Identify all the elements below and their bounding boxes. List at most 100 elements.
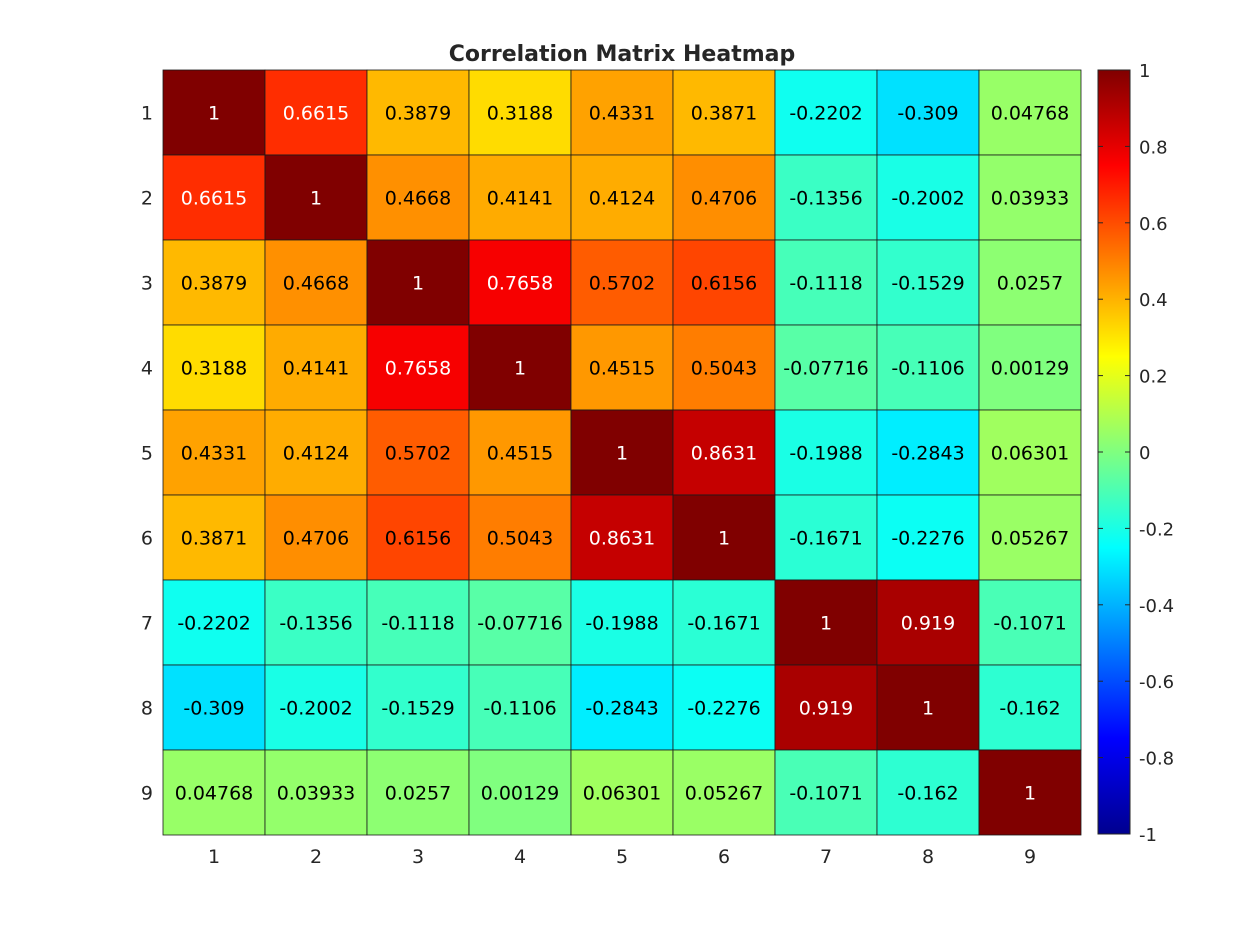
heatmap-cell-label: 0.0257 bbox=[385, 783, 451, 805]
heatmap-cell bbox=[162, 69, 266, 156]
heatmap-cell bbox=[264, 69, 368, 156]
colorbar-tick-label: 1 bbox=[1139, 61, 1150, 82]
heatmap-cell-label: 0.5043 bbox=[487, 528, 553, 550]
heatmap-cell-label: 0.3879 bbox=[181, 273, 247, 295]
x-tick-label: 3 bbox=[412, 846, 424, 868]
heatmap-cell bbox=[162, 579, 266, 666]
heatmap-cell-label: -0.1071 bbox=[789, 783, 862, 805]
heatmap-cell bbox=[366, 239, 470, 326]
heatmap-cell bbox=[978, 409, 1082, 496]
heatmap-cell bbox=[570, 494, 674, 581]
heatmap-cell bbox=[978, 494, 1082, 581]
heatmap-cell-label: 0.05267 bbox=[685, 783, 764, 805]
heatmap-cell bbox=[162, 239, 266, 326]
y-axis-tick-labels: 1 2 3 4 5 6 7 8 9 bbox=[141, 103, 153, 805]
colorbar-tick-label: -1 bbox=[1139, 825, 1157, 846]
colorbar-gradient bbox=[1097, 69, 1131, 835]
heatmap-cell bbox=[162, 409, 266, 496]
x-tick-label: 2 bbox=[310, 846, 322, 868]
heatmap-cell bbox=[570, 239, 674, 326]
x-tick-label: 9 bbox=[1024, 846, 1036, 868]
chart-title: Correlation Matrix Heatmap bbox=[449, 42, 795, 67]
heatmap-cell-label: 0.06301 bbox=[991, 443, 1070, 465]
heatmap-cell bbox=[570, 664, 674, 751]
heatmap-cell bbox=[978, 324, 1082, 411]
colorbar-tick-label: -0.6 bbox=[1139, 672, 1174, 693]
heatmap-cell-label: 0.3188 bbox=[181, 358, 247, 380]
heatmap-cell-label: 0.06301 bbox=[583, 783, 662, 805]
y-tick-label: 5 bbox=[141, 443, 153, 465]
heatmap-cell-label: 0.4124 bbox=[589, 188, 655, 210]
heatmap-cell bbox=[774, 154, 878, 241]
heatmap-cell-label: 1 bbox=[922, 698, 934, 720]
heatmap-cell bbox=[366, 69, 470, 156]
heatmap-cell bbox=[774, 409, 878, 496]
heatmap-cell-label: 0.00129 bbox=[481, 783, 560, 805]
heatmap-cell-label: -0.1671 bbox=[789, 528, 862, 550]
heatmap-cell-label: -0.2276 bbox=[687, 698, 760, 720]
y-tick-label: 4 bbox=[141, 358, 153, 380]
heatmap-cell-label: -0.2202 bbox=[789, 103, 862, 125]
heatmap-cell-label: 0.919 bbox=[901, 613, 955, 635]
heatmap-cell-label: 0.919 bbox=[799, 698, 853, 720]
heatmap-cell-label: 1 bbox=[208, 103, 220, 125]
heatmap-cell-label: -0.1671 bbox=[687, 613, 760, 635]
heatmap-cell bbox=[468, 409, 572, 496]
heatmap-cell bbox=[876, 69, 980, 156]
heatmap-cell bbox=[876, 494, 980, 581]
heatmap-cell-label: 0.0257 bbox=[997, 273, 1063, 295]
heatmap-cell bbox=[366, 579, 470, 666]
x-tick-label: 4 bbox=[514, 846, 526, 868]
heatmap-cell-label: 0.4706 bbox=[283, 528, 349, 550]
heatmap-cell bbox=[876, 154, 980, 241]
colorbar-tick-label: -0.2 bbox=[1139, 519, 1174, 540]
heatmap-cell-label: -0.1118 bbox=[789, 273, 862, 295]
heatmap-cell bbox=[366, 494, 470, 581]
heatmap-cell-label: 0.7658 bbox=[487, 273, 553, 295]
colorbar-tick-label: 0.2 bbox=[1139, 367, 1168, 388]
heatmap-cell bbox=[366, 749, 470, 836]
colorbar-tick-label: -0.8 bbox=[1139, 749, 1174, 770]
heatmap-cell-label: 0.8631 bbox=[589, 528, 655, 550]
heatmap-cell bbox=[468, 69, 572, 156]
heatmap-cell bbox=[978, 154, 1082, 241]
heatmap-cell-label: -0.1106 bbox=[891, 358, 964, 380]
heatmap-cell-label: -0.2843 bbox=[585, 698, 658, 720]
heatmap-cell bbox=[774, 664, 878, 751]
heatmap-cell bbox=[978, 664, 1082, 751]
heatmap-cell-label: 0.03933 bbox=[277, 783, 356, 805]
heatmap-cell-label: -0.2002 bbox=[891, 188, 964, 210]
heatmap-cell bbox=[876, 579, 980, 666]
heatmap-cell bbox=[570, 749, 674, 836]
heatmap-cell bbox=[570, 154, 674, 241]
heatmap-cell-label: -0.162 bbox=[999, 698, 1060, 720]
heatmap-cell bbox=[264, 749, 368, 836]
colorbar-tick-label: 0.8 bbox=[1139, 137, 1168, 158]
heatmap-cell-label: -0.07716 bbox=[783, 358, 868, 380]
heatmap-cell-label: 1 bbox=[514, 358, 526, 380]
x-tick-label: 8 bbox=[922, 846, 934, 868]
heatmap-cell bbox=[672, 749, 776, 836]
heatmap-cell-label: 0.5702 bbox=[589, 273, 655, 295]
heatmap-cell bbox=[264, 579, 368, 666]
heatmap-cell-label: 0.4668 bbox=[283, 273, 349, 295]
x-tick-label: 6 bbox=[718, 846, 730, 868]
heatmap-cell-label: 0.4668 bbox=[385, 188, 451, 210]
heatmap-cell-label: -0.2843 bbox=[891, 443, 964, 465]
heatmap-cell-label: 0.03933 bbox=[991, 188, 1070, 210]
heatmap-cell bbox=[366, 664, 470, 751]
heatmap-cell-label: 0.4331 bbox=[589, 103, 655, 125]
heatmap-cells bbox=[162, 69, 1082, 836]
heatmap-cell bbox=[774, 749, 878, 836]
heatmap-cell bbox=[264, 409, 368, 496]
heatmap-cell-label: 1 bbox=[718, 528, 730, 550]
y-tick-label: 7 bbox=[141, 613, 153, 635]
heatmap-cell-label: 0.04768 bbox=[175, 783, 254, 805]
heatmap-cell-label: -0.2276 bbox=[891, 528, 964, 550]
heatmap-cell bbox=[672, 664, 776, 751]
heatmap-cell bbox=[468, 749, 572, 836]
heatmap-cell-label: -0.1529 bbox=[381, 698, 454, 720]
heatmap-cell bbox=[366, 409, 470, 496]
y-tick-label: 3 bbox=[141, 273, 153, 295]
